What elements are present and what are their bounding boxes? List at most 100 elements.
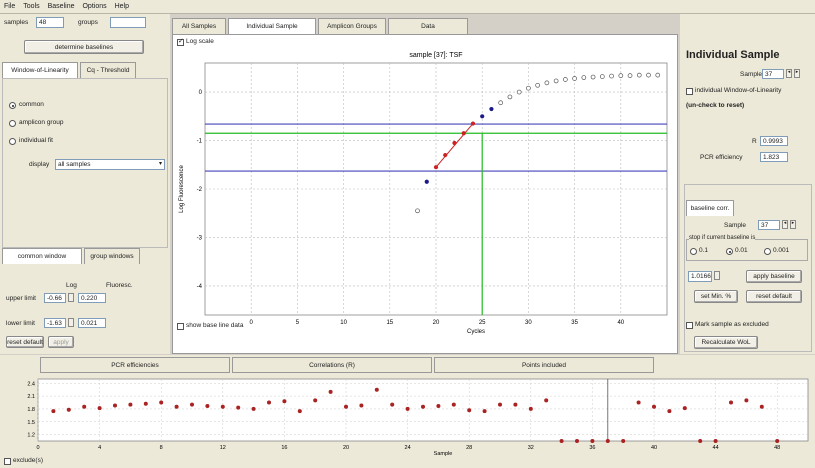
menu-options[interactable]: Options — [82, 3, 107, 10]
groups-input[interactable] — [110, 17, 146, 28]
determine-baselines-button[interactable]: determine baselines — [24, 40, 144, 54]
header-pcr-efficiencies[interactable]: PCR efficiencies — [40, 357, 230, 373]
data-point — [627, 73, 633, 78]
efficiency-point — [652, 404, 656, 409]
data-point — [470, 121, 476, 126]
opt-2-label: 0.01 — [735, 247, 748, 254]
reset-default-button[interactable]: reset default — [6, 336, 44, 348]
data-point — [461, 131, 466, 136]
samples-input[interactable]: 48 — [36, 17, 64, 28]
efficiency-point — [421, 404, 425, 409]
sample-input[interactable]: 37 — [762, 69, 784, 79]
tab-data[interactable]: Data — [388, 18, 468, 34]
display-label: display — [29, 161, 50, 168]
x-axis-label: Sample — [434, 451, 453, 457]
menu-help[interactable]: Help — [114, 3, 130, 10]
log-scale-label: Log scale — [186, 38, 214, 45]
tab-cq-threshold[interactable]: Cq - Threshold — [80, 62, 136, 78]
efficiency-point — [113, 403, 117, 408]
recalculate-wol-button[interactable]: Recalculate WoL — [694, 336, 758, 349]
header-correlations[interactable]: Correlations (R) — [232, 357, 432, 373]
radio-individual[interactable] — [9, 138, 16, 145]
radio-common[interactable] — [9, 102, 16, 109]
tab-common-window[interactable]: common window — [2, 248, 82, 264]
baseline-spinner[interactable] — [714, 271, 720, 280]
chevron-down-icon: ▾ — [158, 161, 162, 167]
mark-excluded-checkbox[interactable] — [686, 322, 693, 329]
lower-fluor-input[interactable]: 0.021 — [78, 318, 106, 328]
radio-opt-2[interactable] — [726, 248, 733, 255]
x-tick-label: 25 — [479, 320, 486, 326]
tab-amplicon-groups[interactable]: Amplicon Groups — [318, 18, 386, 34]
apply-baseline-button[interactable]: apply baseline — [746, 270, 802, 283]
right-panel: Individual Sample Sample 37 ◂ ▸ individu… — [680, 14, 815, 354]
set-min-button[interactable]: set Min. % — [694, 290, 738, 303]
efficiency-point — [436, 403, 441, 408]
radio-group[interactable] — [9, 120, 16, 127]
radio-common-label: common — [19, 101, 44, 108]
tab-all-samples[interactable]: All Samples — [172, 18, 226, 34]
efficiency-point — [267, 400, 271, 405]
efficiency-point — [759, 404, 764, 409]
individual-wol-checkbox[interactable] — [686, 88, 693, 95]
efficiency-point — [713, 439, 718, 443]
mark-excluded-label: Mark sample as excluded — [695, 321, 769, 328]
menu-tools[interactable]: Tools — [23, 3, 40, 10]
data-point — [516, 89, 522, 95]
wol-group: common amplicon group individual fit dis… — [2, 78, 168, 248]
efficiency-point — [775, 439, 780, 443]
data-point — [424, 179, 429, 184]
efficiency-chart: 1.21.51.82.12.40 4 8 12 16 20 24 28 32 36 40 44 48Sa… — [27, 378, 809, 457]
efficiency-point — [51, 409, 56, 414]
tab-group-windows[interactable]: group windows — [84, 248, 140, 264]
lower-log-input[interactable]: -1.63 — [44, 318, 66, 328]
efficiency-point — [328, 389, 333, 394]
display-select[interactable]: all samples ▾ — [55, 159, 165, 170]
opt-1-label: 0.1 — [699, 247, 709, 254]
amplification-chart: 0 5 10 15 20 25 30 35 40 -4 -3 -2 -1 0 sample [37]: TS… — [179, 52, 668, 335]
exclude-checkbox[interactable] — [4, 458, 11, 465]
radio-opt-1[interactable] — [690, 248, 697, 255]
upper-log-spinner[interactable] — [68, 293, 74, 302]
upper-fluor-input[interactable]: 0.220 — [78, 293, 106, 303]
sample2-input[interactable]: 37 — [758, 220, 780, 230]
sample-prev-button[interactable]: ◂ — [786, 69, 792, 78]
data-point — [452, 140, 457, 146]
reset-baseline-default-button[interactable]: reset default — [746, 290, 802, 303]
panel-title: Individual Sample — [686, 49, 780, 61]
x-tick-label: 28 — [466, 445, 472, 451]
pcr-efficiency-value: 1.823 — [760, 152, 788, 162]
radio-individual-label: individual fit — [19, 137, 53, 144]
menu-file[interactable]: File — [4, 3, 16, 10]
x-tick-label: 35 — [571, 320, 578, 326]
baseline-value-input[interactable]: 1.0166 — [688, 271, 712, 282]
data-point — [535, 82, 540, 88]
baseline-group — [684, 184, 812, 352]
x-tick-label: 36 — [589, 445, 595, 451]
sample2-next-button[interactable]: ▸ — [790, 220, 796, 229]
y-tick-label: 0 — [199, 90, 203, 96]
y-tick-label: 1.5 — [27, 420, 35, 426]
x-tick-label: 32 — [528, 445, 534, 451]
x-tick-label: 48 — [774, 445, 780, 451]
sample-next-button[interactable]: ▸ — [794, 69, 800, 78]
tab-window-of-linearity[interactable]: Window-of-Linearity — [2, 62, 78, 78]
tab-baseline-corr[interactable]: baseline corr. — [686, 200, 734, 216]
log-scale-checkbox[interactable] — [177, 37, 184, 46]
upper-log-input[interactable]: -0.66 — [44, 293, 66, 303]
lower-log-spinner[interactable] — [68, 318, 74, 327]
radio-opt-3[interactable] — [764, 248, 771, 255]
groups-label: groups — [78, 19, 98, 26]
efficiency-point — [344, 404, 348, 409]
tab-individual-sample[interactable]: Individual Sample — [228, 18, 316, 34]
sample2-prev-button[interactable]: ◂ — [782, 220, 788, 229]
show-baseline-checkbox[interactable] — [177, 323, 184, 330]
lower-limit-label: lower limit — [6, 320, 35, 327]
data-point — [498, 100, 504, 106]
efficiency-point — [128, 402, 133, 407]
apply-button[interactable]: apply — [48, 336, 74, 348]
header-points-included[interactable]: Points included — [434, 357, 654, 373]
data-point — [581, 75, 587, 80]
data-point — [544, 80, 550, 86]
menu-baseline[interactable]: Baseline — [47, 3, 75, 10]
